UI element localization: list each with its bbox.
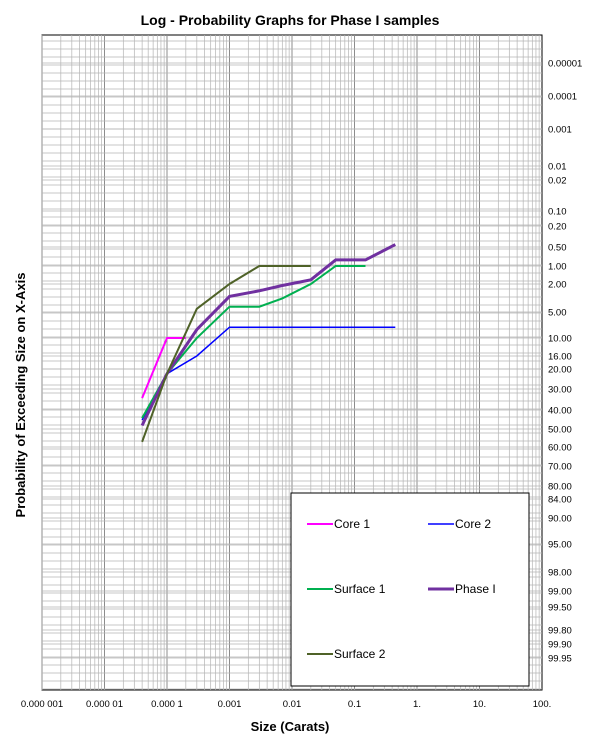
x-tick-label: 0.000 001 — [21, 699, 63, 710]
y-tick-label: 0.00001 — [548, 59, 582, 70]
series-line — [141, 265, 311, 443]
y-tick-label: 16.00 — [548, 352, 572, 363]
y-tick-label: 5.00 — [548, 308, 567, 319]
x-tick-label: 10. — [473, 699, 486, 710]
y-tick-label: 99.95 — [548, 654, 572, 665]
y-tick-label: 0.10 — [548, 207, 567, 218]
series-line — [141, 265, 366, 419]
series-line — [141, 337, 186, 399]
y-tick-label: 99.80 — [548, 626, 572, 637]
x-axis-label: Size (Carats) — [251, 719, 330, 734]
legend: Core 1 Core 2 Surface 1 Phase I Surface 2 — [290, 492, 530, 687]
series-lines — [140, 243, 396, 443]
x-tick-label: 0.1 — [348, 699, 361, 710]
x-tick-label: 0.000 01 — [86, 699, 123, 710]
legend-entry: Surface 2 — [334, 647, 386, 661]
y-tick-label: 99.90 — [548, 640, 572, 651]
y-tick-label: 90.00 — [548, 514, 572, 525]
chart-title: Log - Probability Graphs for Phase I sam… — [141, 12, 440, 28]
y-tick-label: 80.00 — [548, 482, 572, 493]
y-tick-label: 84.00 — [548, 495, 572, 506]
y-tick-labels: 0.00001 0.0001 0.001 0.01 0.02 0.10 0.20 0.50 1.… — [548, 59, 582, 665]
y-tick-label: 50.00 — [548, 425, 572, 436]
x-tick-label: 0.000 1 — [151, 699, 183, 710]
x-tick-label: 0.001 — [218, 699, 242, 710]
y-tick-label: 98.00 — [548, 568, 572, 579]
y-tick-label: 99.00 — [548, 587, 572, 598]
x-tick-labels: 0.000 001 0.000 01 0.000 1 0.001 0.01 0.1 1. 10… — [21, 699, 551, 710]
y-tick-label: 0.01 — [548, 162, 567, 173]
y-tick-label: 0.02 — [548, 176, 567, 187]
series-line — [140, 243, 396, 427]
y-tick-label: 0.0001 — [548, 92, 577, 103]
y-tick-label: 1.00 — [548, 262, 567, 273]
y-tick-label: 40.00 — [548, 406, 572, 417]
y-tick-label: 0.001 — [548, 125, 572, 136]
y-tick-label: 60.00 — [548, 443, 572, 454]
x-tick-label: 100. — [533, 699, 552, 710]
y-tick-label: 30.00 — [548, 385, 572, 396]
y-tick-label: 0.50 — [548, 243, 567, 254]
y-tick-label: 99.50 — [548, 603, 572, 614]
x-tick-label: 1. — [413, 699, 421, 710]
y-tick-label: 70.00 — [548, 462, 572, 473]
y-tick-label: 10.00 — [548, 334, 572, 345]
legend-entry: Phase I — [455, 582, 496, 596]
legend-entry: Core 1 — [334, 517, 370, 531]
legend-entry: Core 2 — [455, 517, 491, 531]
y-axis-label: Probability of Exceeding Size on X-Axis — [13, 273, 28, 518]
x-tick-label: 0.01 — [283, 699, 302, 710]
legend-entry: Surface 1 — [334, 582, 386, 596]
y-tick-label: 20.00 — [548, 365, 572, 376]
y-tick-label: 0.20 — [548, 222, 567, 233]
y-tick-label: 95.00 — [548, 540, 572, 551]
y-tick-label: 2.00 — [548, 280, 567, 291]
